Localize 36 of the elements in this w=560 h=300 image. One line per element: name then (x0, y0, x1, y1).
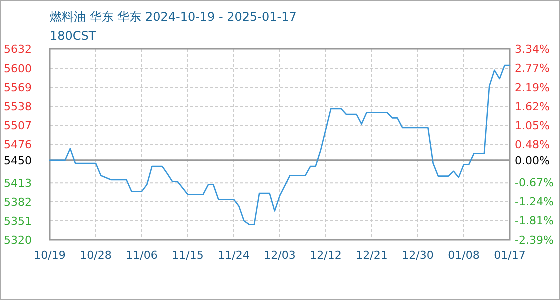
x-tick-label: 12/03 (264, 249, 296, 262)
y2-tick-label: -1.81% (515, 214, 554, 228)
y-tick-label: 5413 (4, 177, 32, 190)
line-series (49, 64, 511, 226)
x-tick-label: 12/21 (356, 249, 388, 262)
x-tick-label: 01/17 (494, 249, 526, 262)
y-tick-label: 5351 (4, 215, 32, 228)
x-tick-label: 01/08 (448, 249, 480, 262)
y2-tick-label: -0.67% (515, 176, 554, 190)
x-tick-label: 11/15 (172, 249, 204, 262)
y-tick-label: 5632 (4, 43, 32, 56)
y2-tick-label: 2.77% (515, 62, 550, 75)
y2-tick-label: -2.39% (515, 234, 554, 247)
x-tick-label: 10/28 (80, 249, 112, 262)
y2-tick-label: 3.34% (515, 43, 550, 56)
y2-tick-label: 1.62% (515, 100, 550, 114)
x-tick-label: 11/06 (126, 249, 158, 262)
y-tick-label: 5569 (4, 82, 32, 95)
y2-tick-label: 2.19% (515, 81, 550, 94)
y-tick-label: 5600 (4, 62, 32, 76)
y2-tick-label: 1.05% (515, 119, 550, 132)
y-tick-label: 5450 (4, 154, 32, 168)
y-tick-label: 5538 (4, 100, 32, 114)
y-tick-label: 5382 (4, 196, 32, 210)
chart-title: 燃料油 华东 华东 2024-10-19 - 2025-01-17 (50, 10, 297, 24)
y2-tick-label: 0.48% (515, 138, 550, 152)
x-tick-label: 12/30 (402, 249, 434, 262)
y-tick-label: 5507 (4, 120, 32, 133)
chart-subtitle: 180CST (50, 29, 97, 43)
y2-tick-label: 0.00% (515, 154, 550, 168)
y2-tick-label: -1.24% (515, 196, 554, 209)
y-tick-label: 5476 (4, 138, 32, 152)
y-tick-label: 5320 (4, 234, 32, 247)
x-tick-label: 11/24 (218, 249, 250, 262)
x-tick-label: 12/12 (310, 249, 342, 262)
x-tick-label: 10/19 (34, 249, 66, 262)
